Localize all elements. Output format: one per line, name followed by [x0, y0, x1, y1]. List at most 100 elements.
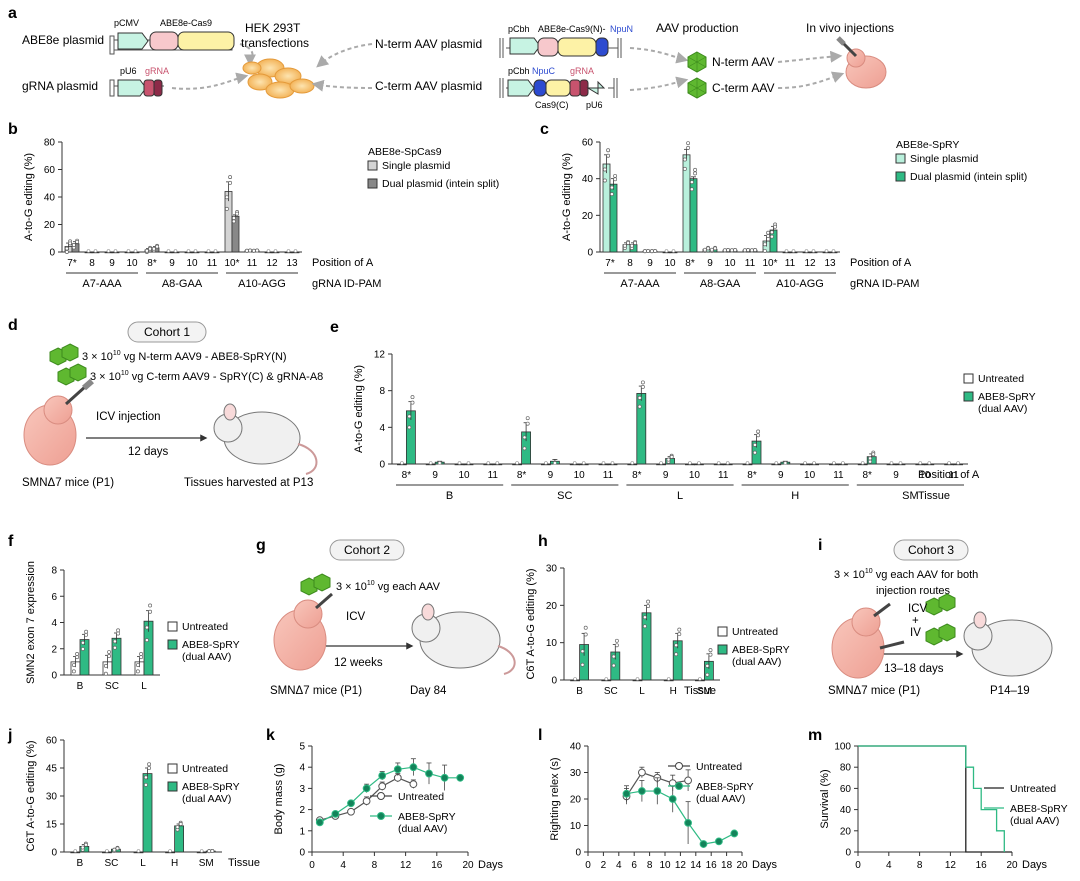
f-dot-1-0-1 [84, 629, 89, 634]
cterm-plasmid-diagram: pCbh NpuC gRNA Cas9(C) pU6 [499, 66, 618, 110]
abe8e-plasmid-diagram: pCMV ABE8e-Cas9 [109, 18, 235, 55]
cas9c-label: Cas9(C) [535, 100, 569, 110]
e-dot-0-19-0 [947, 461, 951, 465]
j-y-tick-label-3: 45 [46, 764, 58, 775]
h-dot-1-2-0 [642, 624, 647, 629]
e-dot-0-0-0 [400, 461, 404, 465]
c-dot-1-6-2 [729, 248, 734, 253]
k-series-1-point-8 [440, 773, 449, 782]
panel-letter-e: e [330, 319, 339, 336]
b-dot-0-10-0 [266, 249, 271, 253]
c-bar-0-0 [602, 163, 611, 253]
b-x-tick-label-8: 10* [224, 258, 239, 269]
k-y-tick-label-1: 1 [299, 826, 305, 837]
panel-letter-d: d [8, 317, 18, 334]
k-x-tick-label-2: 8 [372, 860, 378, 871]
j-legend-swatch-0 [167, 763, 178, 774]
c-dot-0-6-2 [722, 248, 727, 253]
h-dot-1-2-3 [646, 604, 651, 609]
h-bar-1-2 [641, 612, 652, 681]
c-x-label-2: gRNA ID-PAM [850, 278, 919, 290]
k-series-1-point-9 [456, 773, 465, 782]
b-dot-1-2-0 [113, 249, 118, 253]
h-x-tick-label-3: H [670, 686, 677, 697]
c-dot-1-5-3 [713, 246, 718, 251]
cterm-plasmid-label: C-term AAV plasmid [375, 79, 482, 93]
e-dot-1-8-3 [640, 384, 645, 389]
b-dot-0-7-0 [206, 249, 211, 253]
c-y-tick-label-0: 0 [587, 248, 593, 259]
c-dot-0-6-3 [726, 248, 731, 252]
f-y-tick-label-1: 2 [51, 644, 57, 655]
h-x-tick-label-4: SM [697, 686, 712, 697]
j-dot-1-0-2 [80, 845, 85, 850]
j-dot-1-0-3 [83, 842, 88, 847]
c-dot-0-3-0 [664, 249, 669, 253]
b-dot-0-8-3 [228, 180, 233, 185]
l-x-label: Days [752, 859, 778, 871]
b-y-label: A-to-G editing (%) [23, 153, 35, 241]
e-dot-1-8-1 [640, 380, 645, 385]
c-dot-0-8-2 [762, 242, 767, 247]
b-x-label-1: Position of A [312, 257, 374, 269]
c-dot-1-7-2 [749, 248, 754, 253]
e-dot-0-8-0 [630, 461, 635, 465]
aav-capsid-icon-g [300, 573, 331, 596]
b-dot-0-8-1 [228, 175, 233, 180]
b-x-tick-label-5: 9 [169, 258, 175, 269]
dose-text-i-line2: injection routes [876, 585, 950, 597]
b-x-tick-label-11: 13 [286, 258, 298, 269]
k-y-tick-label-2: 2 [299, 805, 305, 816]
b-x-tick-label-7: 11 [207, 258, 218, 269]
c-dot-1-8-0 [769, 234, 774, 239]
h-legend-label-0: Untreated [732, 626, 778, 638]
l-x-tick-label-3: 6 [631, 860, 637, 871]
npuc-label: NpuC [532, 66, 556, 76]
c-group-label-0: A7-AAA [620, 278, 660, 290]
f-dot-0-2-2 [135, 663, 140, 667]
b-dot-1-6-0 [193, 249, 198, 253]
route-label-g: ICV [346, 611, 366, 623]
j-x-tick-label-0: B [76, 858, 83, 869]
f-y-tick-label-4: 8 [51, 566, 57, 577]
hek-label-line2: transfections [241, 36, 309, 50]
b-dot-1-3-0 [133, 249, 138, 253]
panel-letter-g: g [256, 537, 266, 554]
m-y-label: Survival (%) [819, 769, 831, 828]
c-dot-1-8-3 [773, 224, 778, 229]
c-dot-1-3-0 [671, 249, 676, 253]
pu6-label: pU6 [120, 66, 137, 76]
f-dot-1-2-1 [148, 603, 153, 608]
k-series-0-point-4 [378, 782, 387, 791]
k-y-tick-label-0: 0 [299, 848, 305, 859]
f-dot-0-0-0 [71, 669, 76, 674]
endpoint-label-i: P14–19 [990, 685, 1030, 697]
e-dot-0-12-0 [745, 461, 750, 465]
h-dot-1-3-1 [677, 627, 682, 632]
l-x-tick-label-4: 8 [647, 860, 653, 871]
c-dot-0-10-0 [804, 249, 809, 253]
c-y-tick-label-2: 40 [582, 174, 594, 185]
k-y-tick-label-5: 5 [299, 742, 305, 753]
k-legend-swatch-0 [377, 792, 385, 800]
f-dot-1-1-0 [112, 645, 117, 650]
b-dot-0-1-0 [86, 249, 91, 253]
k-series-0-point-6 [409, 780, 418, 789]
adult-mouse-icon-d [213, 403, 318, 475]
b-x-tick-label-3: 10 [126, 258, 138, 269]
e-dot-1-15-0 [841, 461, 845, 465]
e-dot-1-0-3 [410, 400, 415, 405]
f-legend-swatch-1 [167, 639, 178, 650]
b-dot-1-0-3 [75, 239, 80, 244]
m-y-tick-label-4: 80 [840, 763, 852, 774]
aav-capsid-icon-c [687, 77, 707, 99]
b-legend-swatch-0 [367, 160, 378, 171]
e-legend-swatch-1 [963, 391, 974, 402]
b-x-tick-label-9: 11 [247, 258, 258, 269]
f-dot-1-1-2 [112, 639, 117, 644]
neonatal-mouse-icon-a [836, 36, 887, 89]
e-x-tick-label-0: 8* [402, 470, 412, 481]
route-label-d: ICV injection [96, 411, 161, 423]
m-x-tick-label-2: 8 [917, 860, 923, 871]
e-x-tick-label-9: 9 [663, 470, 669, 481]
